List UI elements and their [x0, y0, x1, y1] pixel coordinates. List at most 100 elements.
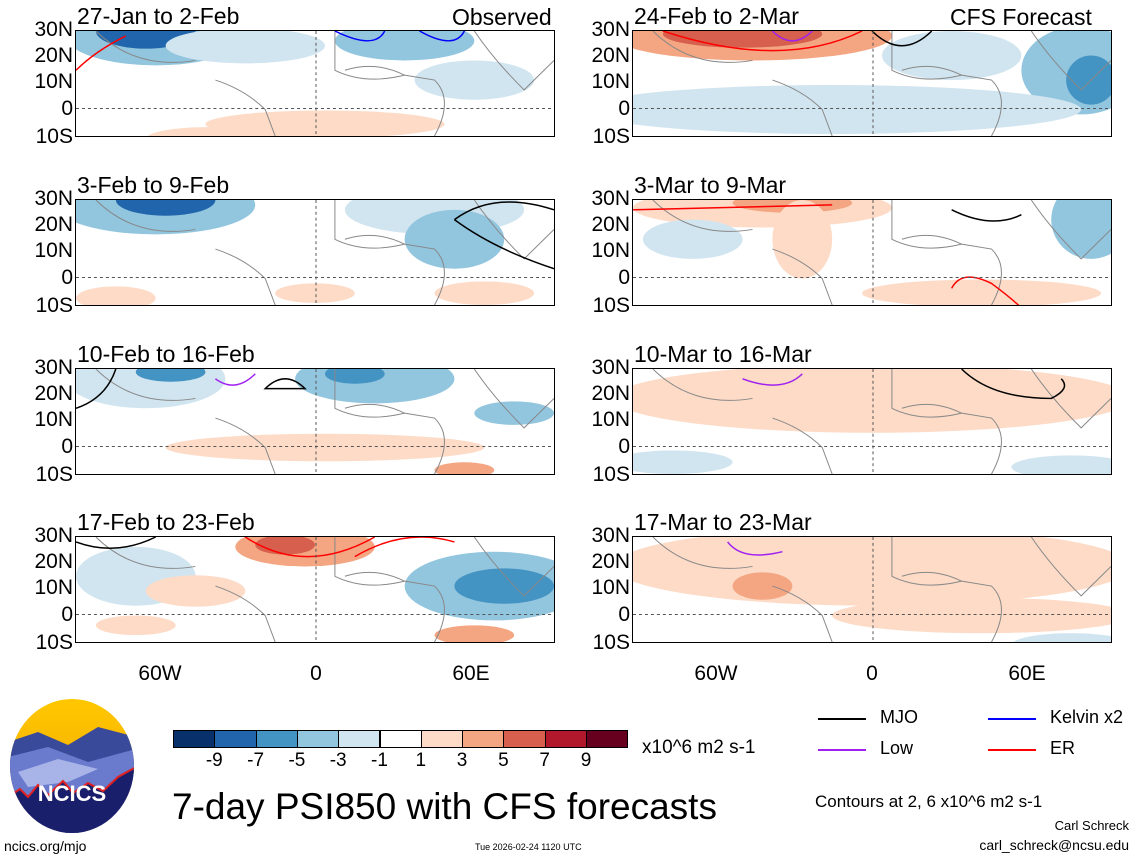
coastline [473, 200, 554, 260]
panel-title: 3-Mar to 9-Mar [634, 172, 787, 198]
lat-label: 30N [591, 524, 630, 547]
lat-label: 10S [35, 631, 73, 654]
site-link[interactable]: ncics.org/mjo [4, 838, 87, 854]
coastline [344, 234, 445, 305]
lat-label: 0 [618, 97, 630, 120]
colorbar-tick-label: 5 [498, 750, 509, 771]
lat-label: 0 [61, 97, 73, 120]
coastline [1030, 200, 1111, 260]
coastline [95, 31, 196, 63]
anomaly-shading [633, 537, 1111, 606]
wave-contour [419, 31, 466, 42]
coastline [772, 248, 833, 305]
lon-label-60e-right: 60E [1008, 662, 1046, 685]
observed-map-panel [75, 536, 555, 643]
anomaly-shading [434, 625, 515, 642]
wave-contour [453, 219, 554, 270]
lat-label: 10S [592, 631, 630, 654]
colorbar-swatch [586, 730, 629, 748]
wave-contour [76, 369, 117, 409]
wave-contour [214, 373, 256, 386]
forecast-map-panel [632, 30, 1112, 137]
lat-label: 10S [592, 463, 630, 486]
anomaly-shading [662, 31, 823, 48]
lat-label: 20N [591, 550, 630, 573]
coastline [891, 31, 962, 80]
coastline [95, 537, 196, 569]
anomaly-shading [434, 281, 535, 305]
coastline [344, 65, 445, 136]
lat-label: 10N [34, 408, 73, 431]
lat-label: 10S [35, 294, 73, 317]
author-email[interactable]: carl_schreck@ncsu.edu [979, 837, 1129, 853]
colorbar-tick-label: -9 [205, 750, 223, 771]
lon-label-60w-left: 60W [138, 662, 182, 685]
colorbar-swatch [420, 730, 464, 748]
legend-label: ER [1050, 738, 1076, 758]
anomaly-shading [434, 462, 495, 474]
lat-label: 30N [591, 18, 630, 41]
legend-line-er [988, 749, 1036, 751]
lat-label: 10S [592, 125, 630, 148]
ncics-logo: NCICS [8, 697, 136, 835]
anomaly-shading [414, 60, 535, 100]
anomaly-shading [334, 31, 475, 61]
anomaly-shading [115, 200, 216, 216]
colorbar-swatch [214, 730, 257, 748]
coastline [1030, 369, 1111, 429]
anomaly-shading [147, 127, 264, 136]
colorbar-swatch [462, 730, 505, 748]
legend-label: MJO [880, 707, 918, 727]
coastline [891, 369, 962, 418]
colorbar-tick-label: 1 [415, 750, 427, 771]
wave-contour [263, 378, 307, 390]
anomaly-shading [1011, 455, 1111, 474]
coastline [344, 571, 445, 642]
wave-contour [76, 537, 157, 549]
anomaly-shading [951, 378, 1072, 419]
wave-contour [727, 541, 783, 556]
lat-label: 10S [35, 463, 73, 486]
anomaly-shading [1051, 200, 1111, 259]
lat-label: 0 [61, 603, 73, 626]
lat-label: 0 [618, 603, 630, 626]
panel-title: 10-Mar to 16-Mar [634, 341, 812, 367]
coastline [473, 369, 554, 429]
lat-label: 10N [591, 408, 630, 431]
wave-contour [871, 31, 933, 47]
anomaly-shading [772, 200, 833, 279]
coastline [95, 369, 196, 401]
coastline [891, 537, 962, 586]
lat-label: 30N [34, 187, 73, 210]
coastline [1030, 31, 1111, 91]
coastline [473, 31, 554, 91]
lat-label: 30N [591, 187, 630, 210]
anomaly-shading [1066, 55, 1111, 105]
colorbar-swatch [255, 730, 298, 748]
lat-label: 10N [591, 576, 630, 599]
wave-contour [633, 204, 833, 211]
anomaly-shading [76, 200, 256, 235]
coastline [772, 585, 833, 642]
lat-label: 10S [35, 125, 73, 148]
lat-label: 10N [34, 70, 73, 93]
coastline [215, 417, 276, 474]
colorbar-swatch [379, 730, 422, 748]
forecast-map-panel [632, 368, 1112, 475]
panel-title: 10-Feb to 16-Feb [77, 341, 255, 367]
colorbar-swatch [296, 730, 340, 748]
colorbar-swatch [338, 730, 381, 748]
lat-label: 20N [34, 382, 73, 405]
wave-contour [334, 31, 386, 42]
lat-label: 0 [61, 266, 73, 289]
lat-label: 20N [591, 382, 630, 405]
colorbar-tick-label: -5 [288, 750, 306, 771]
coastline [901, 571, 1002, 642]
anomaly-shading [642, 219, 743, 259]
colorbar-tick-label: 7 [539, 750, 550, 771]
panel-title: 27-Jan to 2-Feb [77, 3, 240, 29]
panel-title: 24-Feb to 2-Mar [634, 3, 799, 29]
coastline [652, 369, 753, 401]
coastline [334, 200, 405, 249]
colorbar-tick-label: -1 [371, 750, 388, 771]
